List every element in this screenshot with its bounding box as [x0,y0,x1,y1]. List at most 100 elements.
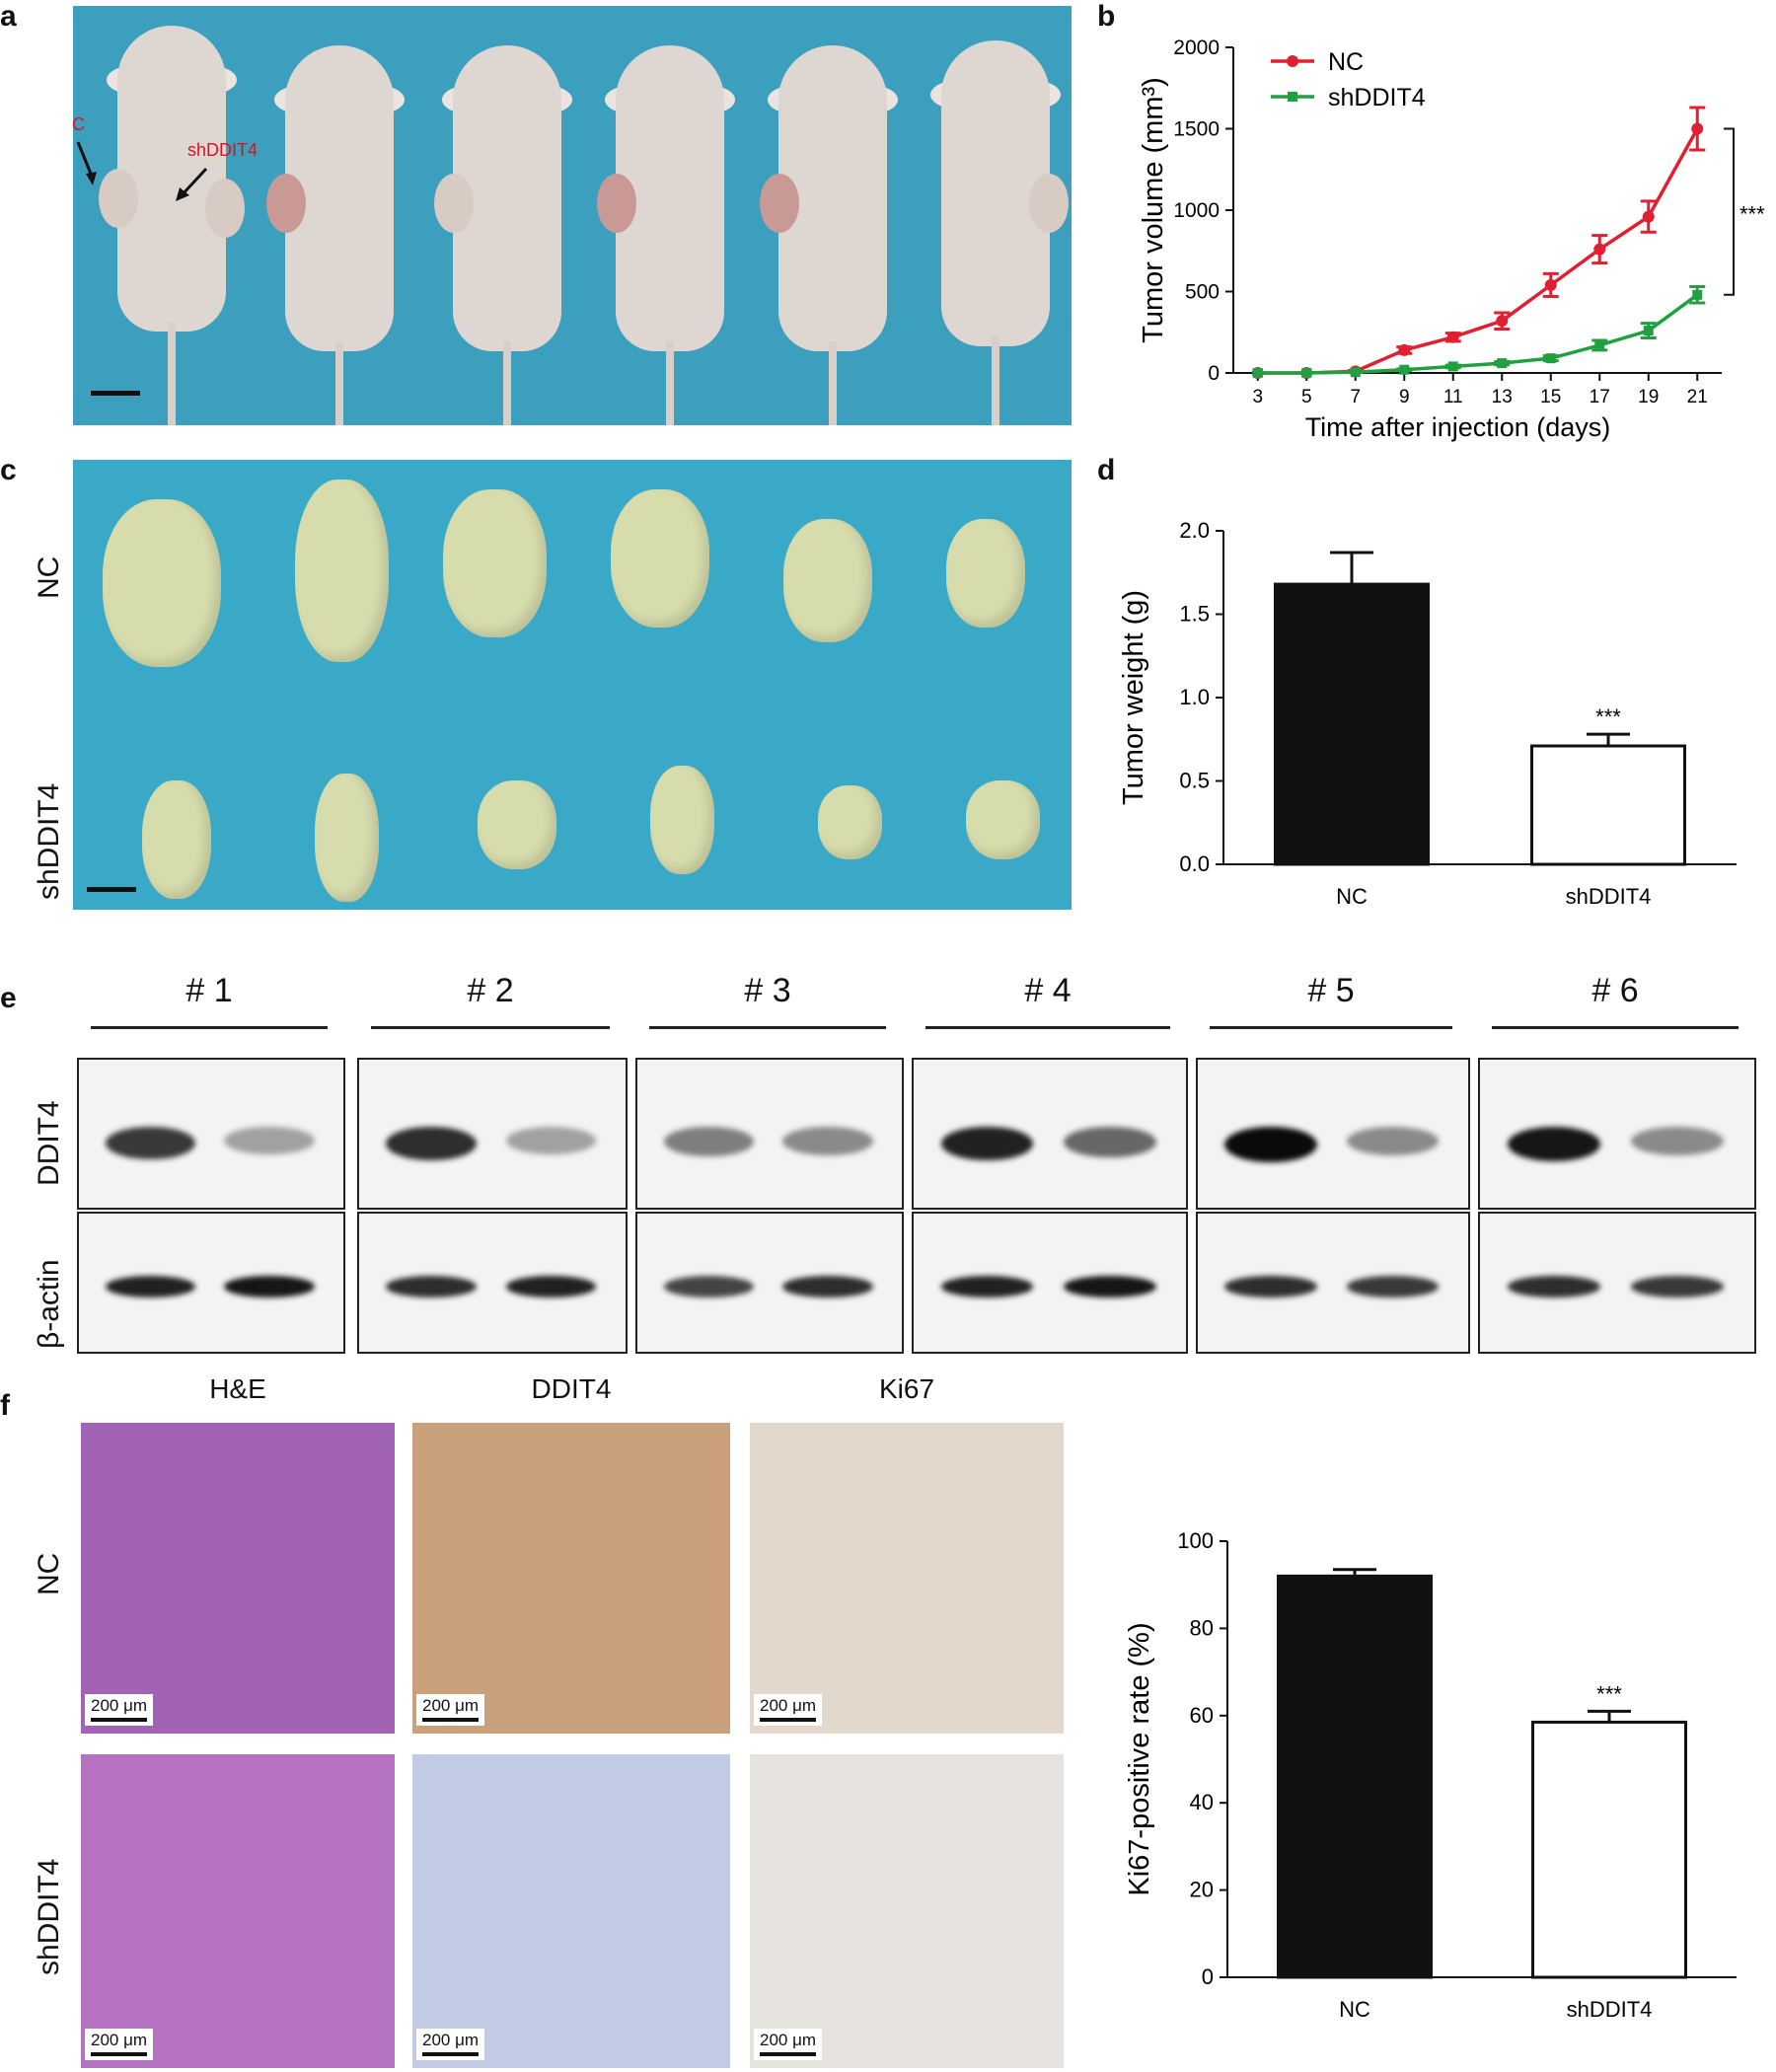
data-point [1643,326,1654,336]
y-axis-title: Tumor volume (mm³) [1138,77,1169,343]
histo-ki67-sh: 200 μm [750,1754,1064,2068]
blot-band [105,1126,195,1160]
y-tick-label: 0 [1208,362,1220,385]
blot-band [782,1126,873,1155]
blot-group-line [1210,1026,1452,1029]
x-tick-label: 13 [1492,387,1513,407]
data-point [1545,353,1556,364]
x-tick-label: 15 [1540,387,1561,407]
blot-band [1630,1276,1725,1297]
data-point [1398,343,1411,356]
tumors-photo [73,460,1072,910]
legend-marker [1287,55,1298,67]
data-point [1496,315,1509,328]
x-category-label: NC [1339,1997,1370,2022]
scale-label: 200 μm [91,2031,148,2049]
y-axis-title: Ki67-positive rate (%) [1124,1622,1155,1895]
panel-label-d: d [1097,454,1116,486]
bar-shDDIT4 [1530,744,1686,866]
data-point [1692,289,1703,300]
legend-label: shDDIT4 [1328,84,1426,111]
data-point [1399,364,1410,375]
arrow-label-shddit4: shDDIT4 [187,140,259,160]
col-label-ddit4: DDIT4 [531,1373,612,1404]
y-tick-label: 2.0 [1179,518,1210,543]
blot-band [505,1126,597,1154]
panel-label-b: b [1097,0,1116,33]
blot-group-line [649,1026,886,1029]
blot-band [1346,1276,1439,1297]
panel-label-f: f [0,1389,10,1422]
blot-band [505,1276,597,1297]
data-point [1301,368,1312,378]
bar-NC [1277,1574,1433,1979]
scale-bar-c [87,887,136,892]
blot-box-ddit4 [1196,1058,1470,1210]
data-point [1497,358,1508,369]
x-category-label: shDDIT4 [1567,1997,1653,2022]
x-axis-title: Time after injection (days) [1305,412,1611,442]
blot-band [386,1276,477,1297]
panel-label-e: e [0,982,17,1014]
y-tick-label: 20 [1190,1878,1214,1902]
scale-label: 200 μm [760,2031,817,2049]
blot-band [940,1126,1034,1161]
significance-label: *** [1739,202,1765,227]
blot-band [386,1126,477,1160]
x-tick-label: 19 [1638,387,1659,407]
legend-marker [1288,92,1297,102]
blot-group-line [1492,1026,1739,1029]
bar-NC [1274,582,1430,866]
blot-band [663,1126,754,1156]
ihc-row-label-shddit4: shDDIT4 [33,1858,65,1975]
blot-band [224,1276,315,1297]
y-tick-label: 0 [1202,1964,1214,1989]
significance-bracket [1724,127,1735,296]
ki67-rate-chart: 0 20 40 60 80 100 Ki67-positive rate (%) NC shDD… [1124,1528,1737,2022]
x-tick-label: 17 [1590,387,1610,407]
y-tick-label: 80 [1190,1615,1214,1640]
y-tick-label: 0.5 [1179,769,1210,793]
row-label-nc: NC [33,555,65,599]
mouse-6 [917,21,1072,425]
blot-band [663,1276,754,1297]
blot-group-label: # 4 [1024,972,1072,1009]
blot-group-label: # 6 [1591,972,1639,1009]
blot-band [1346,1126,1439,1155]
x-tick-label: 9 [1399,387,1410,407]
scale-label: 200 μm [760,1696,817,1715]
data-point [1691,122,1704,135]
histo-he-sh: 200 μm [81,1754,395,2068]
blot-band [940,1276,1034,1297]
y-tick-label: 1500 [1173,118,1220,141]
scale-label: 200 μm [91,1696,148,1715]
blot-group-label: # 2 [467,972,514,1009]
x-tick-label: 3 [1252,387,1263,407]
blot-box-actin [77,1212,345,1354]
blot-box-ddit4 [635,1058,904,1210]
blot-box-actin [635,1212,904,1354]
blot-band [782,1276,873,1297]
col-label-he: H&E [209,1373,266,1404]
scale-bar-a [91,391,140,396]
y-tick-label: 40 [1190,1790,1214,1814]
data-point [1593,243,1606,256]
scale-label: 200 μm [422,2031,480,2049]
legend-label: NC [1328,48,1364,76]
mouse-5 [754,26,912,425]
series-line-shDDIT4 [1257,293,1699,375]
blot-band [105,1276,195,1297]
blot-box-actin [1478,1212,1756,1354]
y-tick-label: 0.0 [1179,851,1210,876]
data-point [1447,361,1458,372]
scale-label: 200 μm [422,1696,480,1715]
x-category-label: shDDIT4 [1566,884,1652,909]
mice-photo: NC shDDIT4 [73,6,1072,425]
mouse-4 [591,26,749,425]
tumor-volume-chart: 0 500 1000 1500 2000 3 5 7 9 11 13 15 17 19 21 Time aft… [1138,37,1765,442]
y-tick-label: 100 [1177,1528,1214,1553]
panel-label-c: c [0,454,17,486]
col-label-ki67: Ki67 [878,1373,935,1404]
data-point [1642,210,1655,223]
